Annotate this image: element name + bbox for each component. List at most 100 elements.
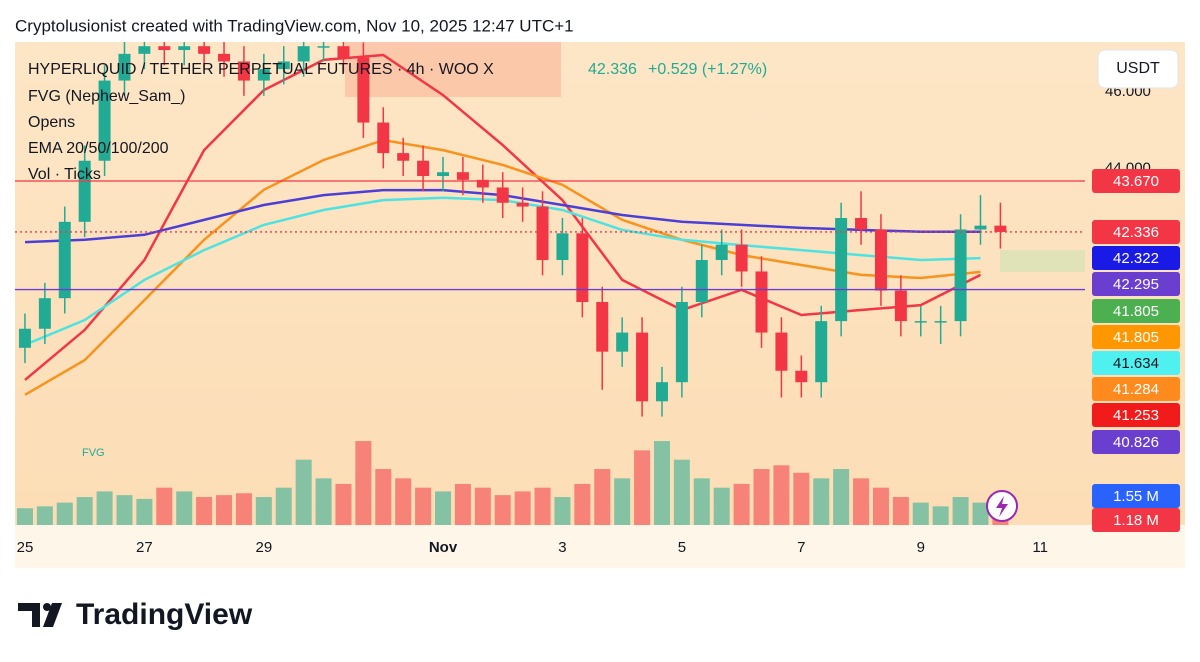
price-label: 42.295 xyxy=(1113,276,1159,293)
volume-bar xyxy=(136,498,153,525)
candle-body xyxy=(397,153,410,161)
logo-shape xyxy=(18,603,40,627)
price-label-box xyxy=(1092,220,1180,244)
legend-indicator: EMA 20/50/100/200 xyxy=(28,140,169,157)
volume-bar xyxy=(16,508,33,525)
volume-bar xyxy=(196,497,213,525)
candle-body xyxy=(138,46,151,54)
volume-bar xyxy=(255,497,272,525)
volume-bar xyxy=(474,487,491,525)
fvg-label: FVG xyxy=(82,447,105,459)
legend-indicator: Opens xyxy=(28,114,75,131)
candle-body xyxy=(775,332,788,371)
candle-body xyxy=(556,233,569,261)
price-label-box xyxy=(1092,403,1180,427)
volume-bar xyxy=(853,478,870,525)
x-tick-label: 25 xyxy=(17,539,34,556)
price-label-box xyxy=(1092,246,1180,270)
candle-body xyxy=(496,187,509,203)
candle-body xyxy=(735,244,748,272)
candle-body xyxy=(894,290,907,322)
candle-body xyxy=(78,160,91,222)
candle-body xyxy=(178,46,191,51)
candle-body xyxy=(835,218,848,322)
volume-bar xyxy=(653,441,670,525)
volume-bar xyxy=(454,483,471,525)
candle-body xyxy=(616,332,629,352)
fvg-zone xyxy=(345,42,561,97)
candle-body xyxy=(357,57,370,123)
price-label: 41.253 xyxy=(1113,407,1159,424)
fvg-zone xyxy=(1000,250,1085,272)
x-tick-label: Nov xyxy=(429,539,458,556)
volume-bar xyxy=(773,465,790,525)
candle-body xyxy=(675,302,688,383)
candle-body xyxy=(576,233,589,303)
price-label: 40.826 xyxy=(1113,434,1159,451)
volume-bar xyxy=(116,495,133,525)
legend-indicator: FVG (Nephew_Sam_) xyxy=(28,88,185,105)
volume-bar xyxy=(176,491,193,525)
candle-body xyxy=(655,382,668,402)
candle-body xyxy=(297,46,310,62)
volume-bar xyxy=(872,487,889,525)
candle-body xyxy=(58,221,71,299)
volume-bar xyxy=(713,487,730,525)
volume-bar xyxy=(315,478,332,525)
x-tick-label: 27 xyxy=(136,539,153,556)
price-label-box xyxy=(1092,484,1180,508)
price-label: 1.55 M xyxy=(1113,488,1159,505)
x-tick-label: 5 xyxy=(678,539,686,556)
volume-bar xyxy=(892,497,909,525)
candle-body xyxy=(934,321,947,323)
volume-bar xyxy=(912,502,929,525)
x-tick-label: 29 xyxy=(255,539,272,556)
legend-last-price: 42.336 xyxy=(588,61,637,78)
volume-bar xyxy=(574,483,591,525)
price-label: 43.670 xyxy=(1113,173,1159,190)
candle-body xyxy=(456,172,469,180)
candle-body xyxy=(257,69,270,81)
volume-bar xyxy=(395,478,412,525)
volume-bar xyxy=(693,478,710,525)
candle-body xyxy=(815,321,828,383)
price-label-box xyxy=(1092,377,1180,401)
candle-body xyxy=(914,321,927,323)
legend-symbol: HYPERLIQUID / TETHER PERPETUAL FUTURES ·… xyxy=(28,61,494,78)
price-label: 42.322 xyxy=(1113,250,1159,267)
volume-bar xyxy=(833,469,850,525)
candle-body xyxy=(18,328,31,348)
volume-bar xyxy=(56,502,73,525)
logo-shape xyxy=(43,603,62,627)
volume-bar xyxy=(534,487,551,525)
footer-logo: TradingView xyxy=(18,598,253,631)
alert-icon[interactable] xyxy=(986,490,1018,522)
candle-body xyxy=(337,46,350,58)
volume-bar xyxy=(793,472,810,525)
candle-body xyxy=(417,160,430,177)
price-label-box xyxy=(1092,169,1180,193)
price-label: 41.805 xyxy=(1113,329,1159,346)
volume-bar xyxy=(235,493,252,525)
currency-button[interactable] xyxy=(1097,49,1179,89)
candle-body xyxy=(158,46,171,51)
candle-body xyxy=(437,172,449,177)
volume-bar xyxy=(614,478,631,525)
volume-bar xyxy=(355,441,372,525)
price-label-box xyxy=(1092,272,1180,296)
candle-body xyxy=(237,61,250,81)
candle-body xyxy=(476,179,489,188)
candle-body xyxy=(994,225,1007,232)
candle-body xyxy=(277,61,290,70)
header: Cryptolusionist created with TradingView… xyxy=(15,16,574,35)
price-label-box xyxy=(1092,430,1180,454)
x-tick-label: 9 xyxy=(917,539,925,556)
volume-bar xyxy=(673,459,690,525)
candle-body xyxy=(536,206,549,261)
volume-bar xyxy=(932,506,949,525)
price-label: 41.634 xyxy=(1113,355,1159,372)
overlay: 43.670 42.336 42.322 42.295 41.805 41.805 41.6… xyxy=(1092,169,1180,532)
price-label-box xyxy=(1092,299,1180,323)
